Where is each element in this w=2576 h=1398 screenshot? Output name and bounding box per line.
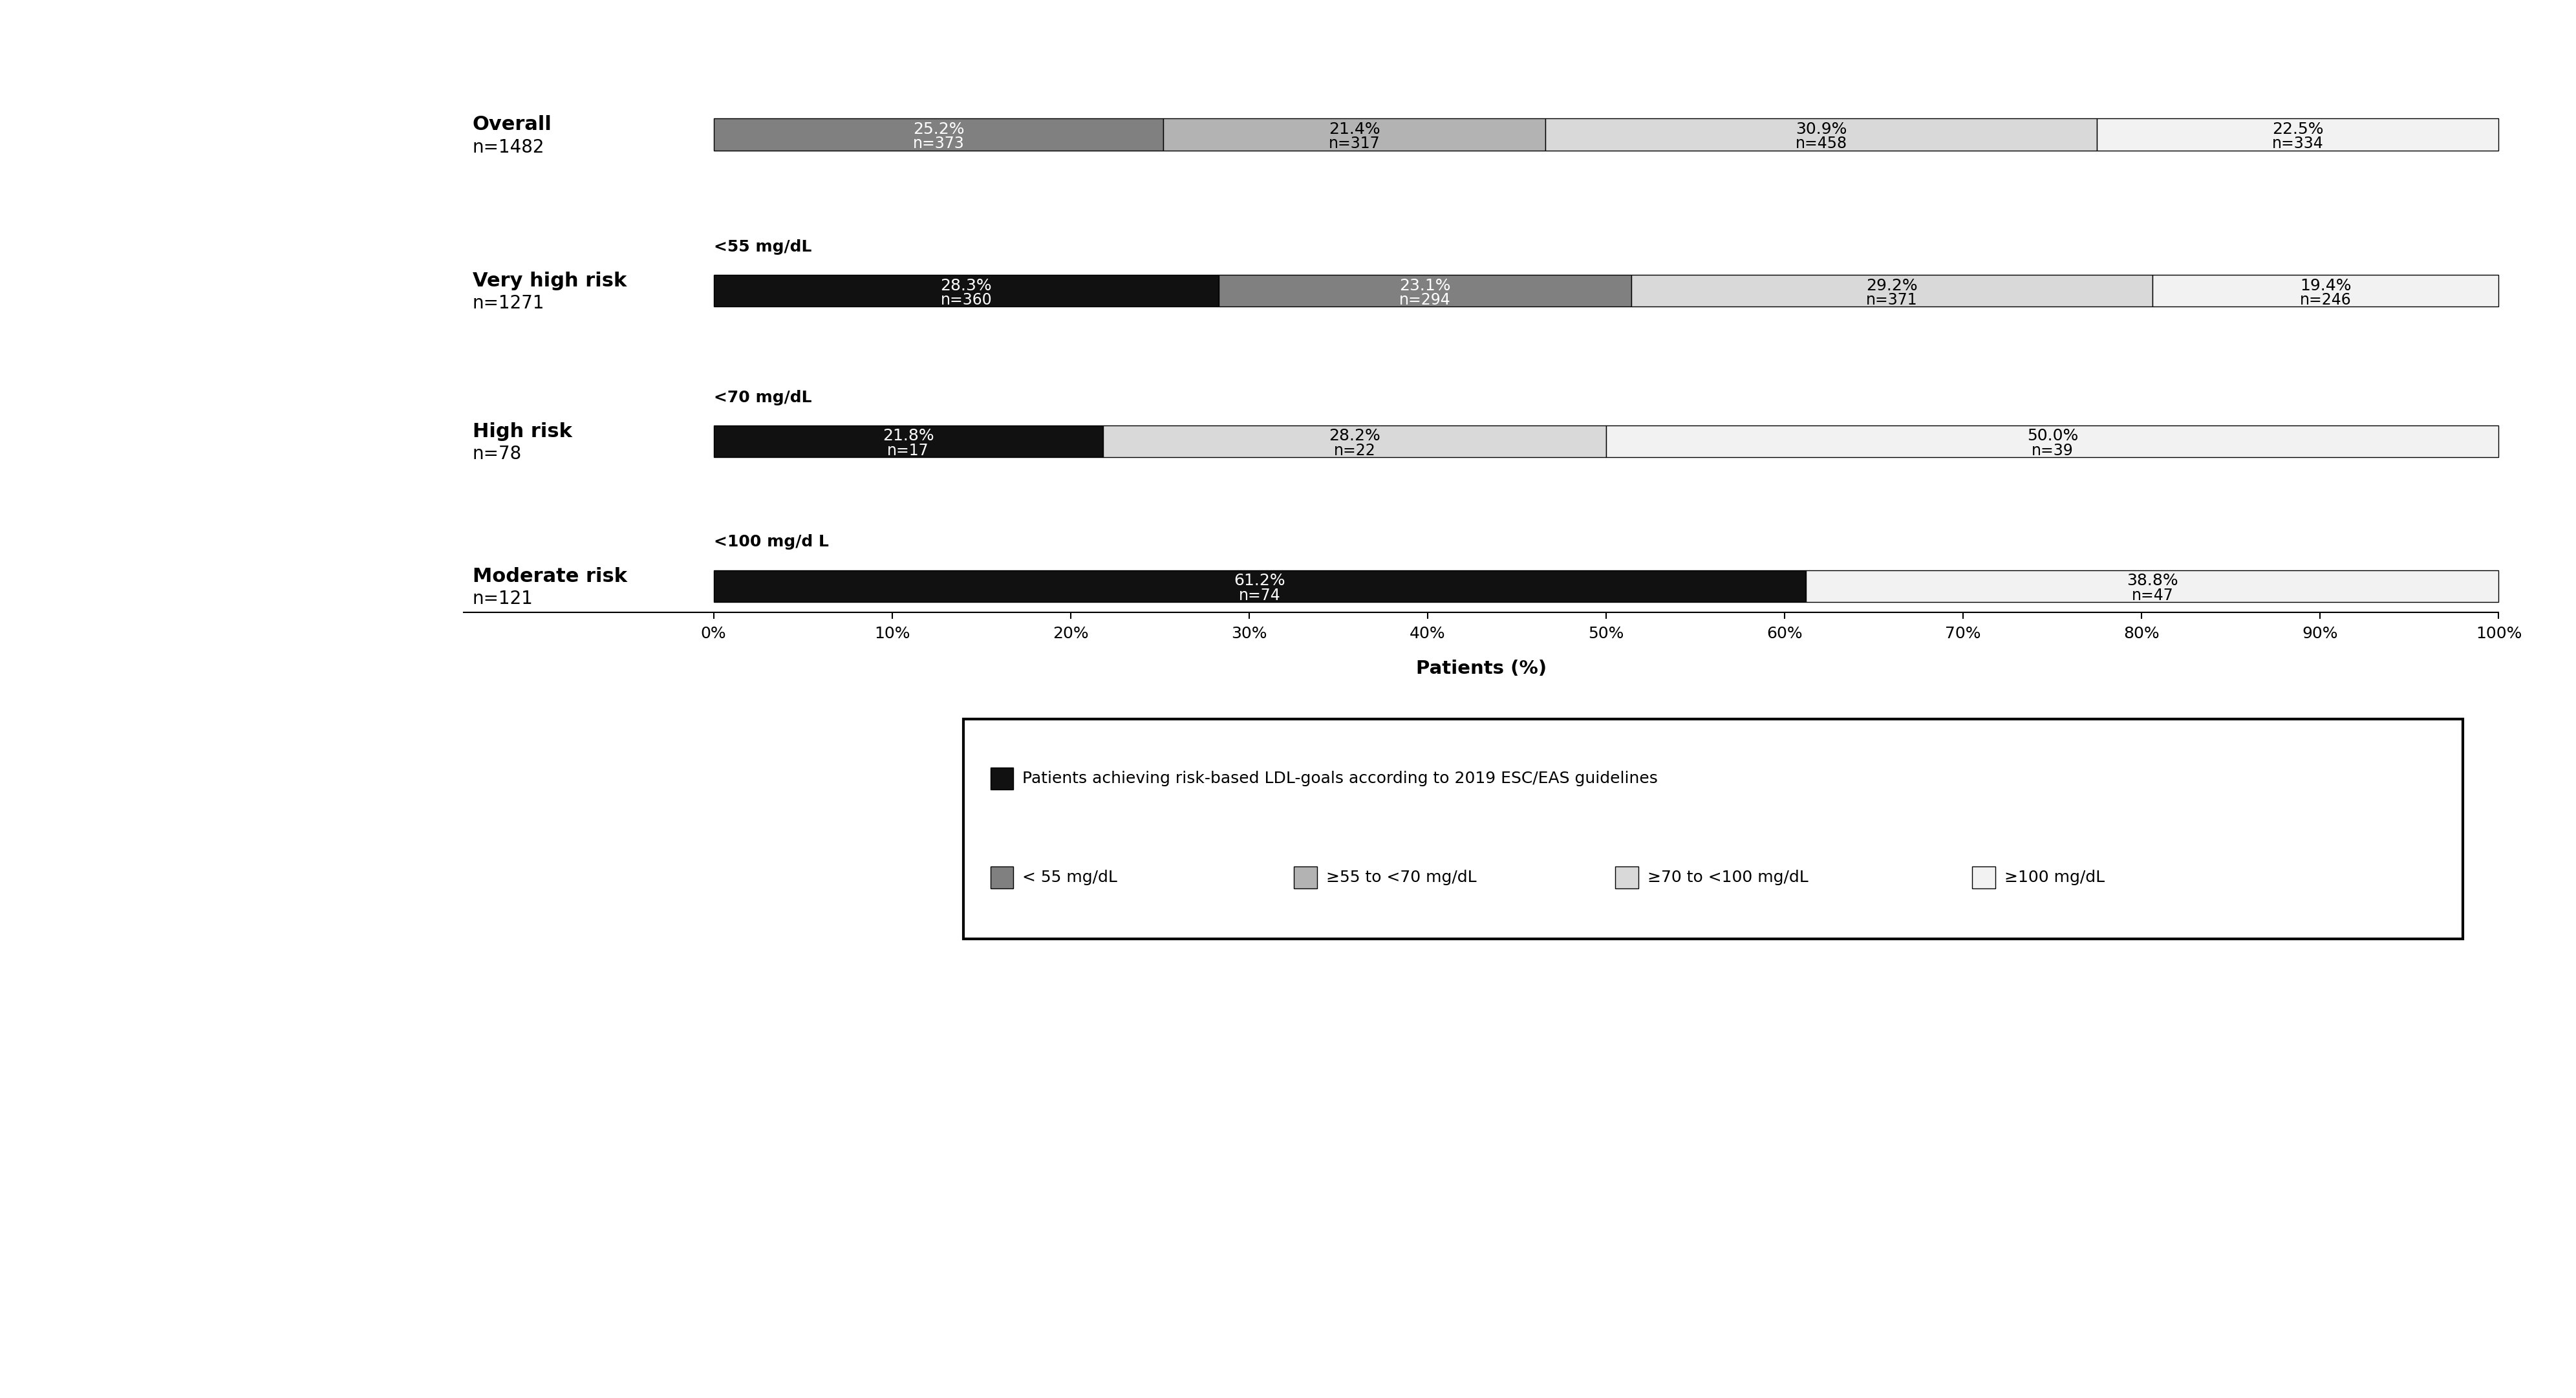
Text: n=1482: n=1482 [471,138,544,157]
Text: <55 mg/dL: <55 mg/dL [714,239,811,254]
Bar [1103,425,1607,457]
Text: Patients achieving risk-based LDL-goals according to 2019 ESC/EAS guidelines: Patients achieving risk-based LDL-goals … [1023,770,1659,786]
Text: 19.4%: 19.4% [2300,278,2352,294]
Text: n=373: n=373 [912,136,963,151]
Bar [963,719,2463,939]
Bar [2097,119,2499,151]
Text: <70 mg/dL: <70 mg/dL [714,390,811,405]
Text: n=458: n=458 [1795,136,1847,151]
Text: 30.9%: 30.9% [1795,122,1847,137]
Text: 50.0%: 50.0% [2027,428,2079,443]
Text: n=39: n=39 [2032,443,2074,459]
Bar [989,768,1012,790]
Bar [1293,867,1316,889]
Bar [1546,119,2097,151]
Bar [1631,275,2154,306]
Text: n=334: n=334 [2272,136,2324,151]
Bar [1218,275,1631,306]
Text: n=371: n=371 [1865,292,1917,308]
Text: 38.8%: 38.8% [2128,573,2179,589]
Text: 21.4%: 21.4% [1329,122,1381,137]
Text: n=317: n=317 [1329,136,1381,151]
Text: 23.1%: 23.1% [1399,278,1450,294]
Text: Moderate risk: Moderate risk [471,566,626,586]
Text: High risk: High risk [471,422,572,440]
Text: n=294: n=294 [1399,292,1450,308]
Text: 25.2%: 25.2% [912,122,963,137]
Text: n=78: n=78 [471,445,523,463]
Text: Overall: Overall [471,115,551,134]
Text: n=47: n=47 [2130,587,2174,603]
Bar [714,570,1806,603]
Text: ≥100 mg/dL: ≥100 mg/dL [2004,870,2105,885]
Bar [1615,867,1638,889]
Text: n=121: n=121 [471,590,533,608]
Text: n=17: n=17 [886,443,930,459]
Bar [989,867,1012,889]
Bar [714,275,1218,306]
Text: 29.2%: 29.2% [1865,278,1917,294]
Text: n=246: n=246 [2300,292,2352,308]
Text: n=22: n=22 [1334,443,1376,459]
X-axis label: Patients (%): Patients (%) [1417,660,1546,678]
Text: n=74: n=74 [1239,587,1280,603]
Text: n=1271: n=1271 [471,295,544,313]
Bar [714,119,1164,151]
Text: 21.8%: 21.8% [884,428,935,443]
Bar [2154,275,2499,306]
Text: ≥55 to <70 mg/dL: ≥55 to <70 mg/dL [1327,870,1476,885]
Text: Very high risk: Very high risk [471,271,626,291]
Bar [1164,119,1546,151]
Bar [1607,425,2499,457]
Text: < 55 mg/dL: < 55 mg/dL [1023,870,1118,885]
Bar [1806,570,2499,603]
Text: n=360: n=360 [940,292,992,308]
Text: 28.3%: 28.3% [940,278,992,294]
Text: 22.5%: 22.5% [2272,122,2324,137]
Text: ≥70 to <100 mg/dL: ≥70 to <100 mg/dL [1646,870,1808,885]
Bar [714,425,1103,457]
Text: <100 mg/d L: <100 mg/d L [714,534,829,549]
Text: 28.2%: 28.2% [1329,428,1381,443]
Bar [1973,867,1996,889]
Text: 61.2%: 61.2% [1234,573,1285,589]
